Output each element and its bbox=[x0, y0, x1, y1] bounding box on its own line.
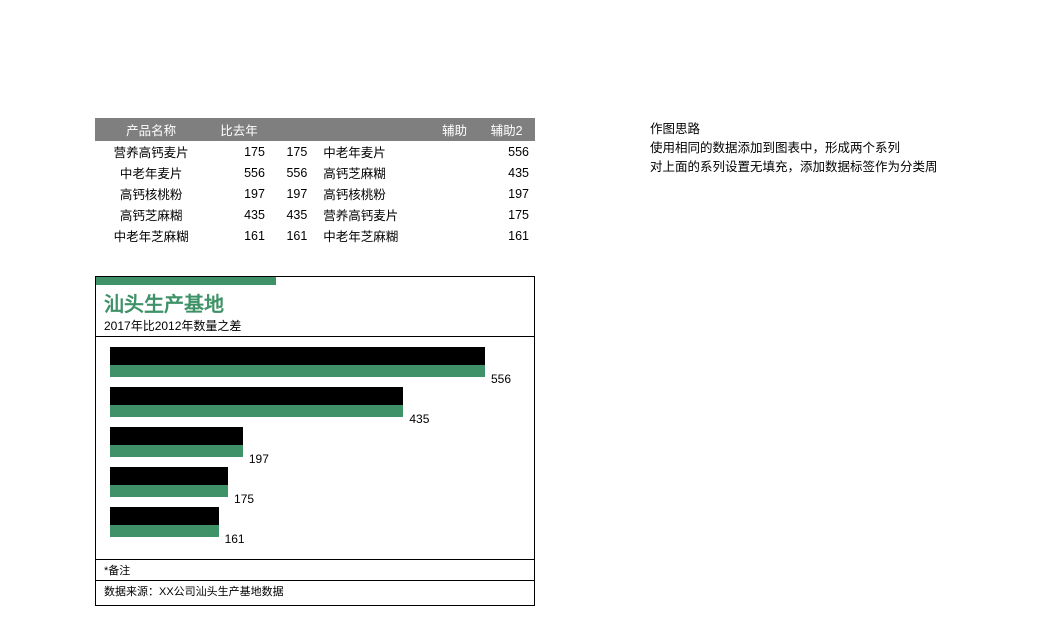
table-row: 中老年麦片556556高钙芝麻糊435 bbox=[95, 162, 535, 183]
chart-subtitle: 2017年比2012年数量之差 bbox=[96, 317, 534, 337]
cell-product-name: 高钙芝麻糊 bbox=[95, 204, 207, 225]
col-header: 辅助2 bbox=[478, 118, 535, 141]
bar-group: 中老年芝麻糊161 bbox=[110, 507, 524, 537]
cell-value: 161 bbox=[207, 225, 271, 246]
table-row: 高钙芝麻糊435435营养高钙麦片175 bbox=[95, 204, 535, 225]
cell-aux bbox=[431, 204, 479, 225]
cell-aux2: 175 bbox=[478, 204, 535, 225]
notes-line: 对上面的系列设置无填充，添加数据标签作为分类周 bbox=[650, 158, 990, 177]
notes-line: 使用相同的数据添加到图表中，形成两个系列 bbox=[650, 139, 990, 158]
bar-value-label: 435 bbox=[409, 412, 429, 426]
cell-aux bbox=[431, 141, 479, 162]
cell-value: 161 bbox=[271, 225, 313, 246]
bar-value-label: 175 bbox=[234, 492, 254, 506]
cell-aux-name: 中老年芝麻糊 bbox=[313, 225, 430, 246]
chart-card: 汕头生产基地 2017年比2012年数量之差 中老年麦片556高钙芝麻糊435高… bbox=[95, 276, 535, 606]
table-header-row: 产品名称 比去年 辅助 辅助2 bbox=[95, 118, 535, 141]
chart-plot-area: 中老年麦片556高钙芝麻糊435高钙核桃粉197营养高钙麦片175中老年芝麻糊1… bbox=[96, 337, 534, 559]
bar-group: 高钙核桃粉197 bbox=[110, 427, 524, 457]
cell-value: 435 bbox=[271, 204, 313, 225]
col-header bbox=[271, 118, 313, 141]
cell-product-name: 营养高钙麦片 bbox=[95, 141, 207, 162]
cell-aux-name: 高钙芝麻糊 bbox=[313, 162, 430, 183]
notes-title: 作图思路 bbox=[650, 120, 990, 139]
cell-aux-name: 高钙核桃粉 bbox=[313, 183, 430, 204]
cell-value: 175 bbox=[207, 141, 271, 162]
chart-title: 汕头生产基地 bbox=[96, 285, 534, 317]
bar-category-label: 中老年芝麻糊 bbox=[118, 508, 190, 525]
cell-aux2: 435 bbox=[478, 162, 535, 183]
cell-aux-name: 中老年麦片 bbox=[313, 141, 430, 162]
cell-product-name: 中老年芝麻糊 bbox=[95, 225, 207, 246]
cell-aux bbox=[431, 225, 479, 246]
bar-category-label: 高钙芝麻糊 bbox=[118, 388, 178, 405]
cell-value: 435 bbox=[207, 204, 271, 225]
notes-block: 作图思路 使用相同的数据添加到图表中，形成两个系列 对上面的系列设置无填充，添加… bbox=[650, 120, 990, 176]
data-table: 产品名称 比去年 辅助 辅助2 营养高钙麦片175175中老年麦片556中老年麦… bbox=[95, 118, 535, 246]
cell-aux2: 556 bbox=[478, 141, 535, 162]
cell-product-name: 中老年麦片 bbox=[95, 162, 207, 183]
bar-group: 高钙芝麻糊435 bbox=[110, 387, 524, 417]
chart-accent-bar bbox=[96, 277, 276, 285]
col-header bbox=[313, 118, 430, 141]
cell-value: 556 bbox=[271, 162, 313, 183]
cell-aux2: 197 bbox=[478, 183, 535, 204]
cell-aux bbox=[431, 183, 479, 204]
bar-group: 营养高钙麦片175 bbox=[110, 467, 524, 497]
chart-footnote: *备注 bbox=[96, 559, 534, 580]
bar-category-label: 中老年麦片 bbox=[118, 348, 178, 365]
cell-aux2: 161 bbox=[478, 225, 535, 246]
bar-group: 中老年麦片556 bbox=[110, 347, 524, 377]
cell-aux-name: 营养高钙麦片 bbox=[313, 204, 430, 225]
bar-value-label: 197 bbox=[249, 452, 269, 466]
col-header: 辅助 bbox=[431, 118, 479, 141]
col-header: 产品名称 bbox=[95, 118, 207, 141]
cell-value: 197 bbox=[271, 183, 313, 204]
cell-value: 175 bbox=[271, 141, 313, 162]
bar-value-label: 556 bbox=[491, 372, 511, 386]
table-row: 高钙核桃粉197197高钙核桃粉197 bbox=[95, 183, 535, 204]
cell-product-name: 高钙核桃粉 bbox=[95, 183, 207, 204]
col-header: 比去年 bbox=[207, 118, 271, 141]
table-row: 中老年芝麻糊161161中老年芝麻糊161 bbox=[95, 225, 535, 246]
cell-value: 556 bbox=[207, 162, 271, 183]
bar-category-label: 营养高钙麦片 bbox=[118, 468, 190, 485]
table-row: 营养高钙麦片175175中老年麦片556 bbox=[95, 141, 535, 162]
chart-source: 数据来源：XX公司汕头生产基地数据 bbox=[96, 580, 534, 605]
cell-value: 197 bbox=[207, 183, 271, 204]
bar-value-label: 161 bbox=[225, 532, 245, 546]
cell-aux bbox=[431, 162, 479, 183]
bar-category-label: 高钙核桃粉 bbox=[118, 428, 178, 445]
